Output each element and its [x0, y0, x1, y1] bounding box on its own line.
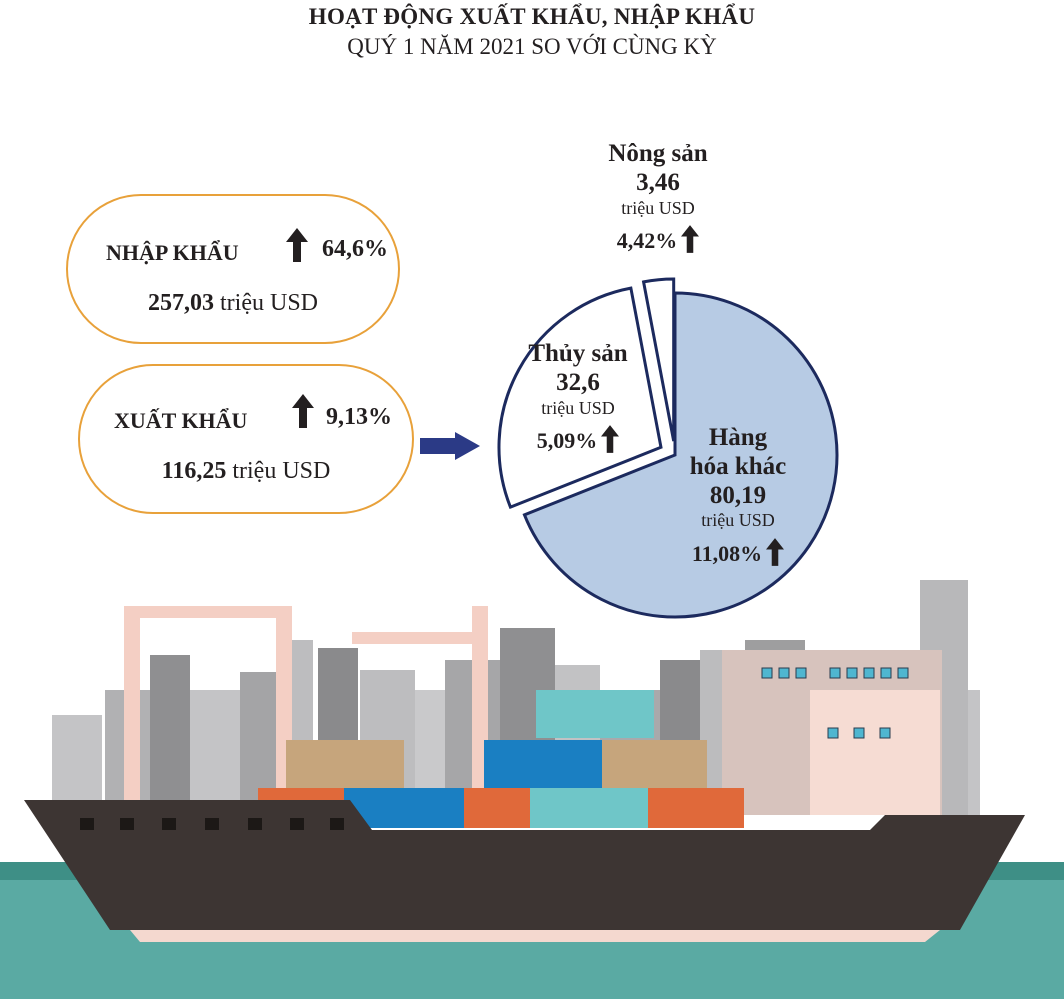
slice-label-hang-hoa-khac: Hàng hóa khác 80,19 triệu USD 11,08%: [668, 424, 808, 566]
export-change: 9,13%: [326, 404, 392, 430]
chart-title: HOẠT ĐỘNG XUẤT KHẨU, NHẬP KHẨU: [308, 4, 756, 29]
export-card: XUẤT KHẨU 9,13% 116,25 triệu USD: [78, 364, 414, 514]
up-arrow-icon: [681, 225, 700, 254]
import-label: NHẬP KHẨU: [106, 240, 239, 265]
cargo-containers: [258, 690, 744, 828]
pie-slice-1: [522, 291, 839, 619]
ship-waterline: [130, 930, 940, 942]
slice-unit: triệu USD: [621, 197, 695, 218]
slice-unit: triệu USD: [541, 397, 615, 418]
import-up-arrow-icon: [286, 228, 308, 262]
pie-slice-2: [497, 286, 663, 510]
pie-chart: [497, 277, 839, 619]
export-label: XUẤT KHẨU: [114, 408, 248, 433]
export-up-arrow-icon: [292, 394, 314, 428]
slice-name-line2: hóa khác: [689, 452, 787, 480]
slice-change: 11,08%: [691, 540, 763, 566]
slice-name: Nông sản: [608, 140, 708, 167]
export-unit: triệu USD: [232, 458, 331, 484]
import-change: 64,6%: [322, 236, 388, 262]
export-amount: 116,25: [161, 458, 227, 484]
slice-label-nong-san: Nông sản 3,46 triệu USD 4,42%: [588, 140, 728, 254]
import-unit: triệu USD: [220, 290, 318, 316]
pie-slice-3: [641, 277, 676, 442]
ship-portholes: [80, 818, 344, 830]
ship-windows: [761, 667, 909, 739]
slice-label-thuy-san: Thủy sản 32,6 triệu USD 5,09%: [508, 340, 648, 454]
slice-value: 32,6: [556, 368, 600, 396]
slice-name-line1: Hàng: [708, 424, 768, 451]
up-arrow-icon: [766, 538, 785, 566]
ship-deckhouse: [810, 690, 940, 815]
ship-hull: [24, 800, 1025, 930]
import-amount-line: 257,03 triệu USD: [68, 290, 398, 317]
import-amount: 257,03: [148, 290, 214, 316]
export-arrow-icon: [420, 432, 480, 460]
import-card: NHẬP KHẨU 64,6% 257,03 triệu USD: [66, 194, 400, 344]
export-amount-line: 116,25 triệu USD: [80, 458, 412, 485]
slice-name: Thủy sản: [528, 340, 628, 367]
slice-change: 4,42%: [616, 228, 678, 254]
up-arrow-icon: [601, 425, 620, 454]
slice-value: 3,46: [636, 168, 680, 196]
slice-unit: triệu USD: [701, 510, 775, 531]
slice-change: 5,09%: [536, 428, 598, 454]
chart-subtitle: QUÝ 1 NĂM 2021 SO VỚI CÙNG KỲ: [347, 34, 717, 59]
slice-value: 80,19: [709, 481, 767, 509]
